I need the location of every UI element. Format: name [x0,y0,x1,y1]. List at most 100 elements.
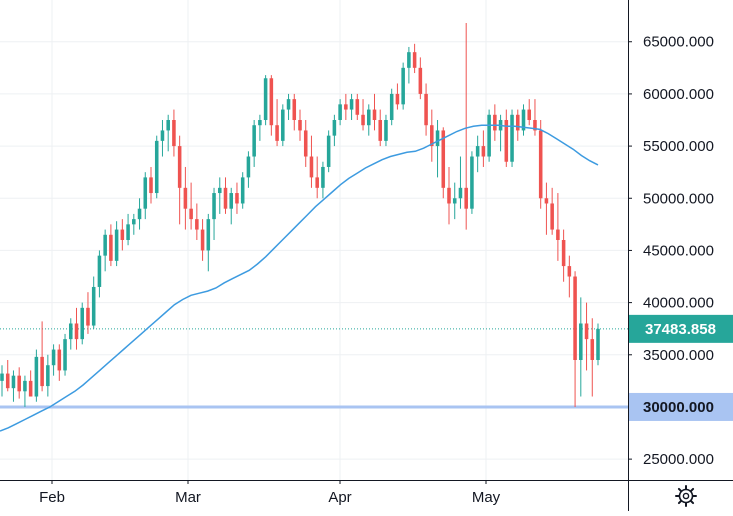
candle-71 [407,46,411,84]
candle-body-48 [275,125,279,141]
candle-body-62 [355,99,360,115]
candle-body-44 [252,125,256,157]
candle-7 [40,321,44,392]
candle-2 [11,370,16,402]
candle-body-68 [389,93,394,120]
x-tick-label-3: May [472,489,501,506]
candle-body-54 [309,156,314,178]
horizontal-line-label: 30000.000 [643,399,714,416]
candle-79 [452,182,457,220]
candle-88 [504,109,509,167]
candle-14 [80,302,85,345]
candle-75 [430,109,434,162]
candle-body-31 [177,146,182,188]
candle-body-10 [57,349,62,371]
candle-86 [493,104,497,141]
candle-body-98 [561,240,566,267]
candle-body-92 [527,109,532,120]
candle-body-53 [303,130,308,157]
candle-57 [326,130,331,173]
candle-body-12 [68,323,73,340]
candle-body-7 [40,356,44,387]
candle-body-14 [80,307,85,340]
candle-96 [550,187,554,235]
candle-body-0 [0,373,4,381]
candle-body-82 [470,156,474,209]
candle-body-21 [120,229,125,240]
candle-body-102 [584,323,589,340]
candle-body-17 [97,255,102,287]
candle-61 [349,93,354,120]
x-tick-label-0: Feb [39,489,65,506]
candle-27 [154,135,159,199]
candle-17 [97,250,102,298]
candle-93 [533,99,537,136]
candle-40 [229,187,234,225]
horizontal-line-badge [629,392,733,421]
candle-body-45 [258,120,262,126]
price-badges: 37483.858 30000.000 [629,314,733,421]
candle-body-2 [11,375,16,389]
candle-body-73 [418,67,423,94]
candle-body-61 [349,99,354,110]
candle-body-18 [103,234,107,256]
candle-body-15 [86,307,90,326]
candle-body-8 [46,365,50,387]
candle-body-42 [240,177,245,204]
candle-body-56 [321,166,325,188]
candle-body-50 [286,99,291,110]
candle-58 [332,114,337,147]
candle-94 [538,120,543,209]
candle-20 [114,221,119,267]
y-tick-label-0: 25000.000 [643,451,714,468]
last-price-label: 37483.858 [645,321,716,338]
x-tick-label-1: Mar [175,489,201,506]
candle-body-43 [246,156,251,178]
candle-4 [23,375,27,407]
candle-body-95 [544,198,549,204]
candle-66 [378,109,383,147]
candle-13 [74,307,79,350]
candle-76 [435,120,440,178]
y-tick-label-4: 45000.000 [643,242,714,259]
candle-56 [321,161,325,199]
candle-body-96 [550,203,554,230]
candle-81 [464,22,468,230]
candle-body-30 [172,120,176,147]
candle-51 [292,93,297,131]
settings-icon[interactable] [675,485,697,507]
candle-83 [475,135,480,173]
candle-28 [160,120,165,157]
y-tick-label-3: 40000.000 [643,295,714,312]
candle-68 [389,88,394,126]
candles [0,22,600,407]
candle-body-99 [567,266,572,277]
candle-97 [556,193,560,261]
y-tick-label-2: 35000.000 [643,347,714,364]
candle-9 [51,344,56,376]
candle-99 [567,255,572,298]
candle-48 [275,99,279,147]
candle-69 [395,83,400,110]
candle-103 [590,318,595,397]
candle-body-16 [91,286,96,326]
candle-59 [338,99,342,126]
gear-icon[interactable] [675,485,697,507]
y-tick-label-8: 65000.000 [643,34,714,51]
candle-body-100 [573,276,577,360]
gear-hub [682,492,690,500]
candle-body-40 [229,193,234,209]
candle-70 [401,62,405,110]
candle-body-19 [109,234,113,261]
candle-body-26 [149,177,153,194]
candle-body-66 [378,120,383,141]
horizontal-level-line[interactable] [0,328,628,409]
candle-45 [258,114,262,141]
candle-101 [579,297,583,397]
candle-74 [424,83,428,136]
candle-104 [596,323,600,366]
candle-body-78 [447,187,451,204]
candle-body-69 [395,93,400,105]
candle-64 [366,104,371,136]
